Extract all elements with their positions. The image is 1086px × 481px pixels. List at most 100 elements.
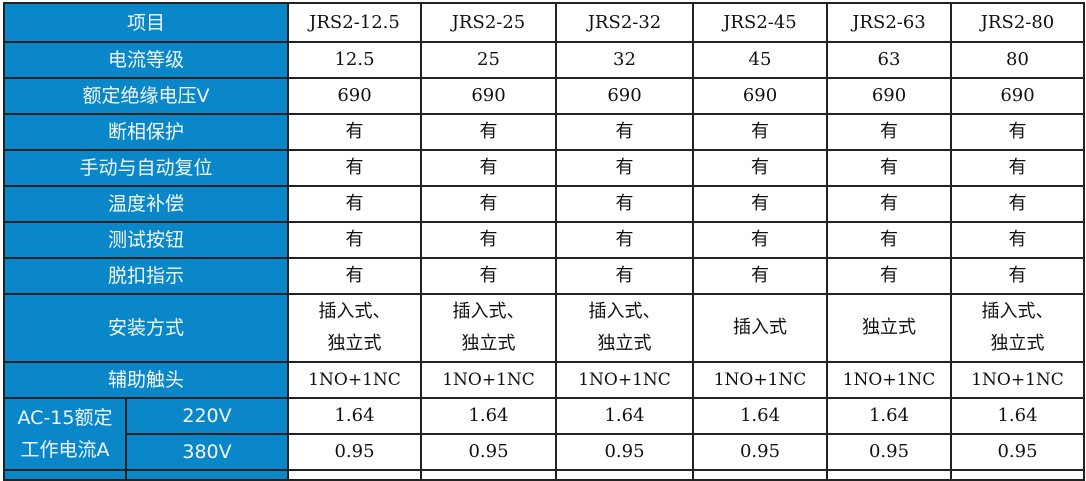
- value-cell: 有: [692, 149, 828, 187]
- row-label-cell: 电流等级: [3, 41, 289, 79]
- model-header-cell: JRS2-12.5: [287, 2, 422, 43]
- value-cell: 有: [287, 113, 422, 151]
- ac15-label-cell: AC-15额定 工作电流A: [3, 397, 127, 471]
- row-label-cell: 测试按钮: [3, 221, 289, 259]
- value-line: 独立式: [990, 333, 1045, 354]
- value-cell: 690: [287, 77, 422, 115]
- value-cell: 有: [287, 185, 422, 223]
- table-row: 额定绝缘电压V 690 690 690 690 690 690: [3, 77, 1085, 115]
- table-row: 电流等级 12.5 25 32 45 63 80: [3, 41, 1085, 79]
- model-header-cell: JRS2-25: [420, 2, 557, 43]
- value-cell: 有: [555, 221, 694, 259]
- value-cell: 有: [826, 185, 952, 223]
- row-label-cell: 温度补偿: [3, 185, 289, 223]
- value-cell: 25: [420, 41, 557, 79]
- value-cell: 有: [555, 185, 694, 223]
- partial-cell: [420, 469, 557, 481]
- value-cell: 690: [826, 77, 952, 115]
- table-row: 测试按钮有有有有有有: [3, 221, 1085, 259]
- model-header-cell: JRS2-80: [950, 2, 1085, 43]
- value-cell: 插入式、 独立式: [555, 293, 694, 363]
- value-line: 独立式: [461, 333, 516, 354]
- value-cell: 有: [692, 113, 828, 151]
- value-line: 插入式、: [981, 301, 1054, 322]
- header-row: 项目 JRS2-12.5 JRS2-25 JRS2-32 JRS2-45 JRS2-63 J…: [3, 2, 1085, 43]
- row-label-cell: 手动与自动复位: [3, 149, 289, 187]
- value-cell: 独立式: [826, 293, 952, 363]
- ac15-row: 380V 0.95 0.95 0.95 0.95 0.95 0.95: [4, 433, 1085, 471]
- ac15-label-line: 工作电流A: [20, 439, 110, 461]
- row-label-cell: 断相保护: [3, 113, 289, 151]
- value-cell: 1.64: [826, 397, 952, 435]
- value-line: 插入式、: [318, 301, 391, 322]
- spec-table: 项目 JRS2-12.5 JRS2-25 JRS2-32 JRS2-45 JRS2-63 J…: [3, 2, 1085, 481]
- row-label-cell: 额定绝缘电压V: [3, 77, 289, 115]
- value-line: 插入式: [733, 317, 787, 338]
- partial-row: [3, 469, 1085, 481]
- header-label-cell: 项目: [3, 2, 289, 43]
- value-line: 插入式、: [452, 301, 525, 322]
- value-cell: 有: [420, 185, 557, 223]
- value-cell: 1NO+1NC: [287, 361, 422, 399]
- table-row: 温度补偿有有有有有有: [3, 185, 1085, 223]
- value-cell: 有: [692, 257, 828, 295]
- value-cell: 插入式、 独立式: [950, 293, 1085, 363]
- voltage-label-cell: 380V: [125, 433, 289, 471]
- value-cell: 690: [950, 77, 1085, 115]
- value-cell: 有: [420, 149, 557, 187]
- table-row: 安装方式 插入式、 独立式 插入式、 独立式 插入式、 独立式 插入式 独立式 插入式、 独立式: [3, 293, 1085, 363]
- value-cell: 1.64: [692, 397, 828, 435]
- value-cell: 32: [555, 41, 694, 79]
- value-cell: 有: [826, 149, 952, 187]
- value-cell: 有: [950, 221, 1085, 259]
- value-cell: 1NO+1NC: [420, 361, 557, 399]
- table-row: 辅助触头 1NO+1NC 1NO+1NC 1NO+1NC 1NO+1NC 1NO+1NC 1…: [3, 361, 1085, 399]
- value-cell: 有: [420, 257, 557, 295]
- value-cell: 690: [555, 77, 694, 115]
- row-label-cell: 脱扣指示: [3, 257, 289, 295]
- value-cell: 有: [555, 257, 694, 295]
- value-cell: 80: [950, 41, 1085, 79]
- value-cell: 0.95: [287, 433, 422, 471]
- partial-cell: [950, 469, 1085, 481]
- value-cell: 有: [826, 221, 952, 259]
- partial-cell: [125, 469, 289, 481]
- value-cell: 1.64: [950, 397, 1085, 435]
- value-cell: 有: [287, 257, 422, 295]
- partial-cell: [826, 469, 952, 481]
- value-cell: 1.64: [287, 397, 422, 435]
- model-header-cell: JRS2-32: [555, 2, 694, 43]
- row-label-cell: 辅助触头: [3, 361, 289, 399]
- table-row: 断相保护有有有有有有: [3, 113, 1085, 151]
- ac15-row: AC-15额定 工作电流A 220V 1.64 1.64 1.64 1.64 1.64 1.64: [3, 397, 1085, 471]
- model-header-cell: JRS2-63: [826, 2, 952, 43]
- value-cell: 有: [692, 221, 828, 259]
- partial-cell: [3, 469, 127, 481]
- value-cell: 1NO+1NC: [826, 361, 952, 399]
- value-cell: 有: [555, 149, 694, 187]
- value-cell: 0.95: [950, 433, 1085, 471]
- value-cell: 有: [555, 113, 694, 151]
- value-cell: 0.95: [420, 433, 557, 471]
- value-line: 独立式: [862, 317, 916, 338]
- value-cell: 有: [950, 185, 1085, 223]
- table-row: 手动与自动复位有有有有有有: [3, 149, 1085, 187]
- value-cell: 0.95: [555, 433, 694, 471]
- table-row: 脱扣指示有有有有有有: [3, 257, 1085, 295]
- value-cell: 1NO+1NC: [950, 361, 1085, 399]
- value-cell: 插入式、 独立式: [287, 293, 422, 363]
- value-cell: 有: [287, 221, 422, 259]
- value-cell: 有: [826, 113, 952, 151]
- value-cell: 有: [420, 113, 557, 151]
- value-cell: 有: [420, 221, 557, 259]
- value-cell: 1NO+1NC: [692, 361, 828, 399]
- value-cell: 63: [826, 41, 952, 79]
- value-cell: 有: [950, 257, 1085, 295]
- model-header-cell: JRS2-45: [692, 2, 828, 43]
- value-cell: 有: [287, 149, 422, 187]
- value-line: 独立式: [327, 333, 382, 354]
- value-line: 独立式: [597, 333, 652, 354]
- partial-cell: [287, 469, 422, 481]
- row-label-cell: 安装方式: [3, 293, 289, 363]
- partial-cell: [555, 469, 694, 481]
